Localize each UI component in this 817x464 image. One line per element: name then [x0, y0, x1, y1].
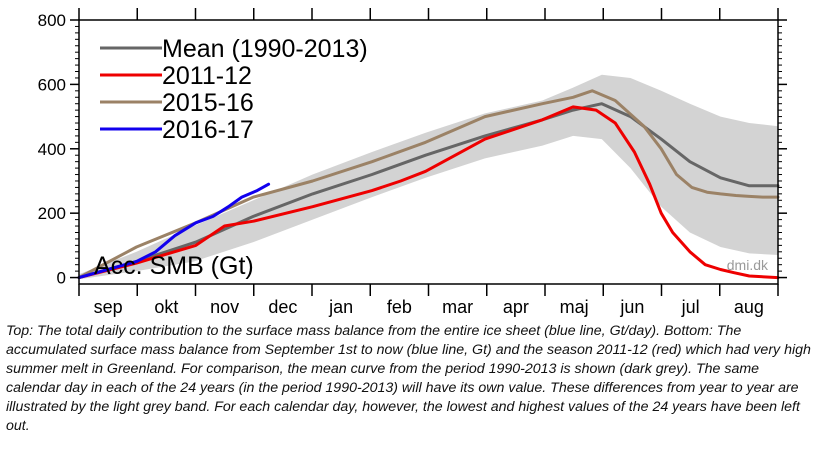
series-line-2: [77, 89, 780, 280]
x-tick-label: sep: [94, 297, 123, 317]
axes-layer: 0 200 400 600 800 sep okt nov dec jan feb mar apr maj…: [38, 8, 787, 317]
y-tick-label: 400: [38, 140, 66, 159]
legend-label: 2015-16: [162, 89, 254, 117]
legend-label: 2011-12: [162, 62, 252, 90]
y-tick-label: 800: [38, 11, 66, 30]
smb-chart: 0 200 400 600 800 sep okt nov dec jan feb mar apr maj…: [38, 8, 787, 317]
x-tick-label: maj: [560, 297, 589, 317]
x-tick-label: jul: [681, 297, 700, 317]
x-tick-label: jan: [328, 297, 353, 317]
variability-band: [79, 74, 778, 280]
figure-caption: Top: The total daily contribution to the…: [6, 323, 811, 434]
x-tick-label: dec: [268, 297, 297, 317]
x-tick-label: okt: [154, 297, 178, 317]
y-tick-label: 0: [57, 269, 66, 288]
x-tick-label: apr: [503, 297, 529, 317]
series-line-3: [77, 182, 271, 280]
x-tick-label: mar: [442, 297, 473, 317]
series-layer: [77, 89, 780, 280]
y-unit-annotation: Acc. SMB (Gt): [94, 252, 254, 280]
y-tick-label: 200: [38, 204, 66, 223]
series-line-1: [77, 105, 780, 280]
variability-band-layer: [79, 74, 778, 280]
x-tick-label: aug: [734, 297, 764, 317]
x-tick-label: feb: [387, 297, 412, 317]
x-tick-label: jun: [619, 297, 644, 317]
y-tick-label: 600: [38, 75, 66, 94]
x-tick-label: nov: [210, 297, 239, 317]
watermark: dmi.dk: [727, 257, 769, 273]
legend-label: 2016-17: [162, 116, 254, 144]
legend-label: Mean (1990-2013): [162, 35, 368, 63]
